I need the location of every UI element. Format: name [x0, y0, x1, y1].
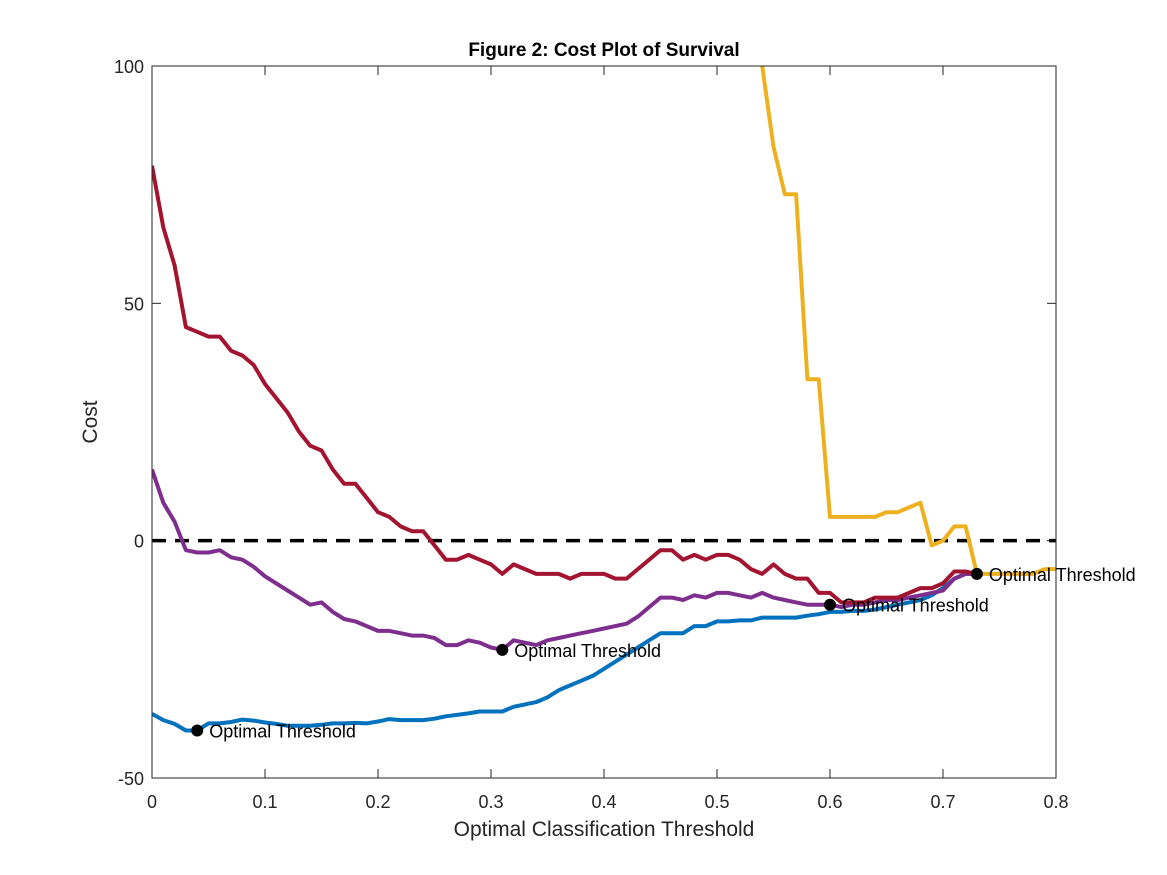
optimal-threshold-label: Optimal Threshold [989, 565, 1136, 585]
optimal-threshold-label: Optimal Threshold [514, 641, 661, 661]
optimal-threshold-marker [970, 567, 983, 580]
series-line-3 [152, 165, 978, 605]
optimal-threshold-label: Optimal Threshold [842, 596, 989, 616]
optimal-threshold-marker [824, 598, 836, 611]
plot-area [152, 66, 1056, 778]
x-tick-label: 0.1 [252, 792, 277, 812]
x-tick-label: 0.4 [591, 792, 616, 812]
series-line-4 [760, 66, 1056, 576]
y-tick-label: -50 [118, 769, 144, 789]
x-tick-label: 0 [147, 792, 157, 812]
series-line-1 [152, 571, 977, 733]
optimal-threshold-marker [496, 643, 509, 656]
series-line-2 [152, 468, 977, 652]
series-group [152, 66, 1056, 733]
x-axis-title: Optimal Classification Threshold [454, 818, 755, 841]
x-axis-ticks: 0 0.1 0.2 0.3 0.4 0.5 0.6 0.7 0.8 [147, 66, 1069, 812]
y-tick-label: 50 [124, 294, 144, 314]
plot-frame [151, 65, 1057, 779]
y-axis-title: Cost [79, 400, 102, 443]
y-tick-label: 0 [134, 532, 144, 552]
x-tick-label: 0.8 [1043, 792, 1068, 812]
x-tick-label: 0.3 [478, 792, 503, 812]
chart-title: Figure 2: Cost Plot of Survival [468, 40, 739, 61]
optimal-threshold-label: Optimal Threshold [209, 722, 356, 742]
x-tick-label: 0.5 [704, 792, 729, 812]
x-tick-label: 0.6 [817, 792, 842, 812]
x-tick-label: 0.7 [930, 792, 955, 812]
y-tick-label: 100 [114, 57, 144, 77]
optimal-threshold-marker [191, 724, 204, 737]
x-tick-label: 0.2 [365, 792, 390, 812]
